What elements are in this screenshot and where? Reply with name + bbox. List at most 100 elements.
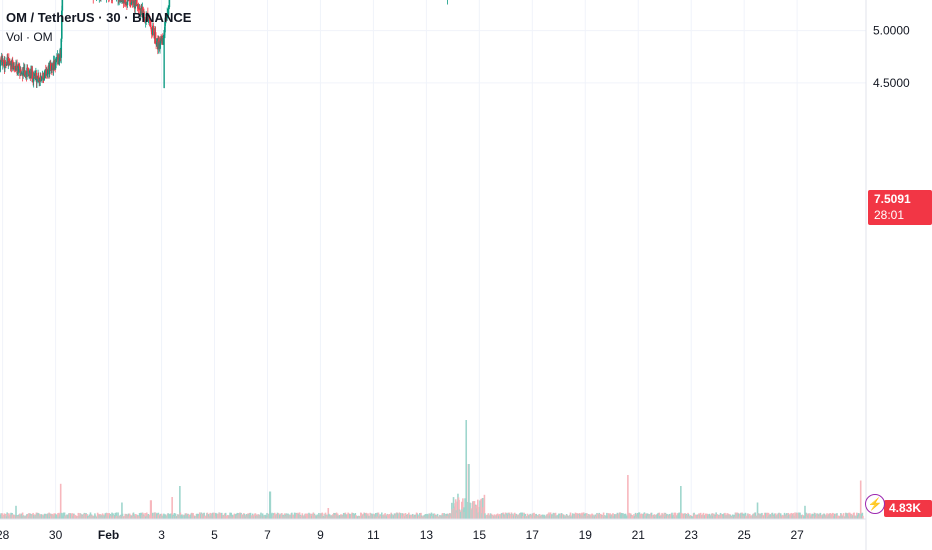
candle-body	[157, 38, 160, 50]
volume-bar	[132, 512, 135, 519]
candle-body	[139, 13, 142, 15]
volume-bar	[521, 512, 524, 519]
candle-body	[20, 69, 22, 74]
volume-bar	[380, 512, 383, 519]
volume-bar	[150, 513, 153, 519]
volume-bar	[179, 486, 181, 519]
volume-bar	[469, 502, 471, 519]
candle-body	[121, 0, 124, 2]
candle-body	[40, 77, 42, 81]
volume-bar	[627, 475, 629, 519]
volume-indicator-label[interactable]: Vol · OM	[6, 30, 53, 44]
candle-body	[168, 0, 171, 8]
volume-bar	[128, 513, 131, 519]
candle-body	[128, 0, 131, 1]
time-tick-label: 30	[49, 528, 63, 542]
candle-body	[165, 17, 167, 20]
candle-body	[22, 68, 24, 76]
volume-bar	[216, 513, 218, 519]
candle-body	[36, 77, 38, 82]
volume-bar	[196, 513, 198, 519]
volume-bar	[377, 512, 380, 519]
volume-bar	[271, 512, 273, 519]
volume-bar	[163, 513, 165, 519]
candle-body	[151, 34, 154, 36]
candle-body	[159, 43, 161, 50]
candle-body	[49, 63, 52, 70]
symbol-title[interactable]: OM / TetherUS · 30 · BINANCE	[6, 10, 192, 25]
candle-body	[48, 65, 51, 75]
volume-bar	[1, 513, 4, 519]
volume-bar	[549, 512, 552, 519]
flash-icon[interactable]: ⚡	[865, 494, 885, 514]
candle-body	[50, 69, 53, 71]
candle-body	[0, 61, 2, 67]
candle-body	[149, 21, 152, 28]
candle-body	[4, 61, 7, 65]
volume-bar	[846, 513, 848, 519]
candle-body	[132, 0, 135, 4]
candle-body	[26, 67, 28, 77]
volume-bar	[219, 513, 222, 519]
volume-bar	[680, 486, 682, 519]
time-tick-label: Feb	[98, 528, 119, 542]
volume-bar	[63, 512, 66, 519]
candle-body	[126, 0, 129, 5]
volume-bar	[723, 513, 725, 519]
volume-bar	[117, 512, 119, 519]
candle-body	[159, 37, 162, 44]
candle-body	[124, 1, 127, 4]
volume-bar	[269, 491, 272, 519]
volume-bar	[370, 513, 373, 519]
candle-body	[61, 0, 64, 11]
candle-body	[27, 68, 29, 71]
candle-body	[18, 63, 21, 67]
volume-bar	[673, 512, 676, 519]
candle-body	[136, 0, 138, 5]
candle-body	[60, 38, 63, 58]
candle-body	[56, 56, 58, 59]
volume-bar	[342, 512, 345, 519]
volume-bar	[318, 512, 320, 519]
candle-body	[155, 43, 158, 45]
volume-bar	[678, 512, 680, 519]
candle-body	[43, 78, 45, 81]
volume-bar	[57, 513, 59, 519]
candle-body	[33, 76, 36, 78]
candle-body	[152, 25, 154, 35]
candle-body	[38, 80, 41, 82]
volume-bar	[327, 508, 330, 519]
candle-body	[121, 1, 123, 3]
candle-body	[138, 8, 140, 10]
volume-bar	[529, 513, 532, 519]
volume-bar	[150, 500, 152, 519]
candle-body	[144, 21, 147, 23]
volume-bar	[436, 513, 439, 519]
volume-bar	[449, 513, 452, 519]
volume-bar	[615, 514, 618, 519]
volume-bar	[674, 512, 677, 519]
candle-body	[0, 60, 2, 62]
candle-body	[11, 60, 14, 64]
candle-body	[163, 35, 165, 39]
time-tick-label: 11	[367, 528, 380, 542]
volume-bar	[48, 512, 50, 519]
volume-bar	[261, 513, 264, 519]
volume-bar	[304, 513, 307, 519]
candle-body	[120, 0, 123, 2]
candle-body	[34, 74, 37, 77]
candle-body	[32, 77, 35, 82]
volume-bar	[819, 512, 822, 519]
volume-bar	[462, 498, 464, 519]
candle-body	[161, 36, 164, 42]
candle-body	[37, 75, 40, 82]
volume-bar	[121, 502, 123, 519]
candle-body	[164, 19, 167, 22]
time-tick-label: 21	[632, 528, 646, 542]
candle-body	[51, 64, 54, 66]
candle-body	[41, 77, 43, 80]
volume-bar	[291, 512, 293, 519]
time-axis: 28 30 Feb 3 5 7 9 11 13 15 17 19 21 23 25 27	[0, 528, 804, 542]
candle-body	[27, 70, 30, 76]
